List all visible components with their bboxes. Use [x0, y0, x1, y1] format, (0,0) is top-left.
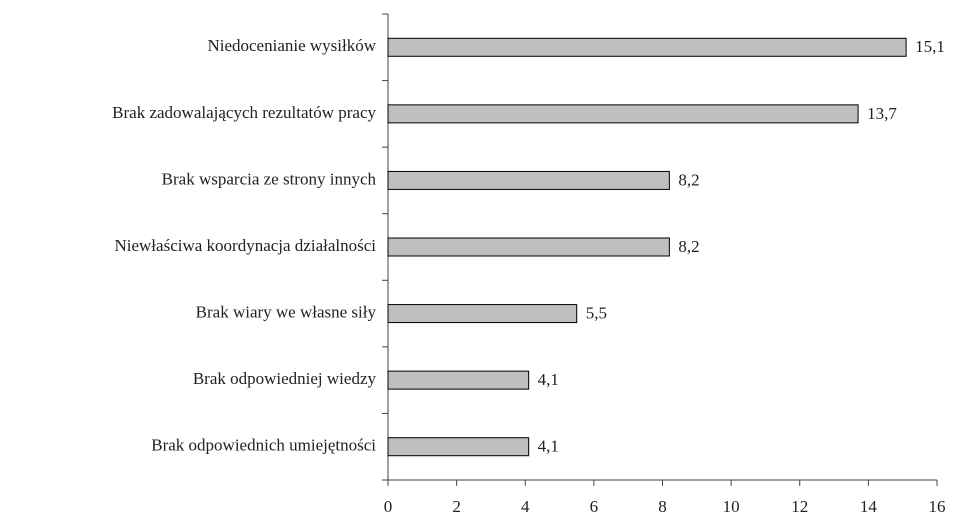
y-tick-label: Brak odpowiednich umiejętności: [151, 436, 376, 455]
bar: [387, 437, 530, 457]
bar: [387, 170, 670, 190]
y-tick-label: Niedocenianie wysiłków: [207, 36, 376, 55]
y-tick-label: Niewłaściwa koordynacja działalności: [114, 236, 376, 255]
data-label: 15,1: [915, 37, 945, 56]
data-label: 4,1: [538, 437, 559, 456]
x-tick-label: 2: [452, 497, 461, 516]
x-tick-label: 0: [384, 497, 393, 516]
bar: [387, 370, 530, 390]
data-label: 8,2: [678, 170, 699, 189]
x-tick-label: 10: [723, 497, 740, 516]
bar: [387, 237, 670, 257]
data-label: 5,5: [586, 303, 607, 322]
y-tick-label: Brak zadowalających rezultatów pracy: [112, 103, 376, 122]
y-tick-label: Brak wiary we własne siły: [196, 302, 377, 321]
x-tick-label: 4: [521, 497, 530, 516]
x-tick-label: 16: [929, 497, 946, 516]
x-tick-label: 8: [658, 497, 667, 516]
data-label: 4,1: [538, 370, 559, 389]
bar: [387, 304, 578, 324]
x-tick-label: 14: [860, 497, 878, 516]
data-label: 8,2: [678, 237, 699, 256]
x-tick-label: 12: [791, 497, 808, 516]
data-label: 13,7: [867, 104, 897, 123]
x-tick-label: 6: [590, 497, 599, 516]
y-tick-label: Brak wsparcia ze strony innych: [162, 169, 377, 188]
bar: [387, 104, 859, 124]
bar: [387, 37, 907, 57]
y-tick-label: Brak odpowiedniej wiedzy: [193, 369, 377, 388]
